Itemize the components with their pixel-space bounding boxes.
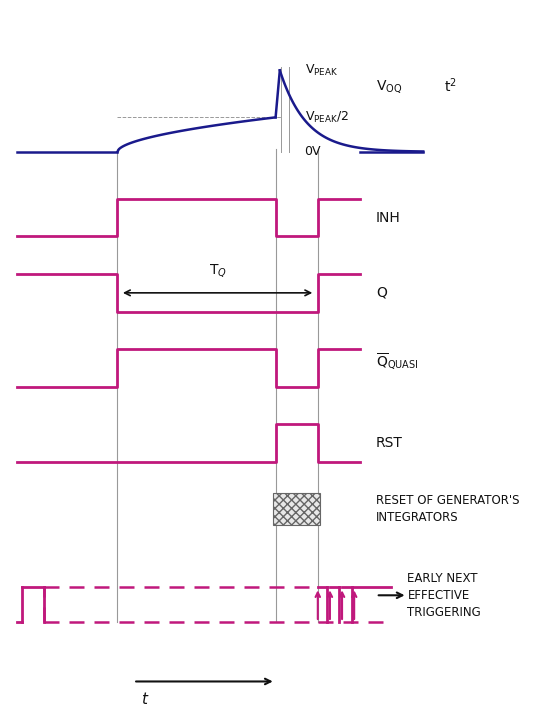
Text: RST: RST — [376, 437, 403, 450]
Text: RESET OF GENERATOR'S
INTEGRATORS: RESET OF GENERATOR'S INTEGRATORS — [376, 494, 519, 524]
Text: V$_{\mathsf{PEAK}}$: V$_{\mathsf{PEAK}}$ — [305, 63, 338, 78]
Text: 0V: 0V — [305, 145, 321, 159]
Text: $\overline{\mathsf{Q}}_{\mathsf{QUASI}}$: $\overline{\mathsf{Q}}_{\mathsf{QUASI}}$ — [376, 351, 419, 372]
Text: t$^{2}$: t$^{2}$ — [444, 77, 457, 95]
Text: t: t — [141, 692, 147, 707]
Text: INH: INH — [376, 210, 400, 225]
Text: Q: Q — [376, 286, 387, 300]
Text: V$_{\mathsf{PEAK}}$/2: V$_{\mathsf{PEAK}}$/2 — [305, 109, 349, 125]
Text: T$_Q$: T$_Q$ — [208, 262, 227, 279]
Bar — [273, 493, 321, 525]
Text: V$_{\mathsf{OQ}}$: V$_{\mathsf{OQ}}$ — [376, 77, 402, 95]
Text: EARLY NEXT
EFFECTIVE
TRIGGERING: EARLY NEXT EFFECTIVE TRIGGERING — [408, 572, 481, 619]
